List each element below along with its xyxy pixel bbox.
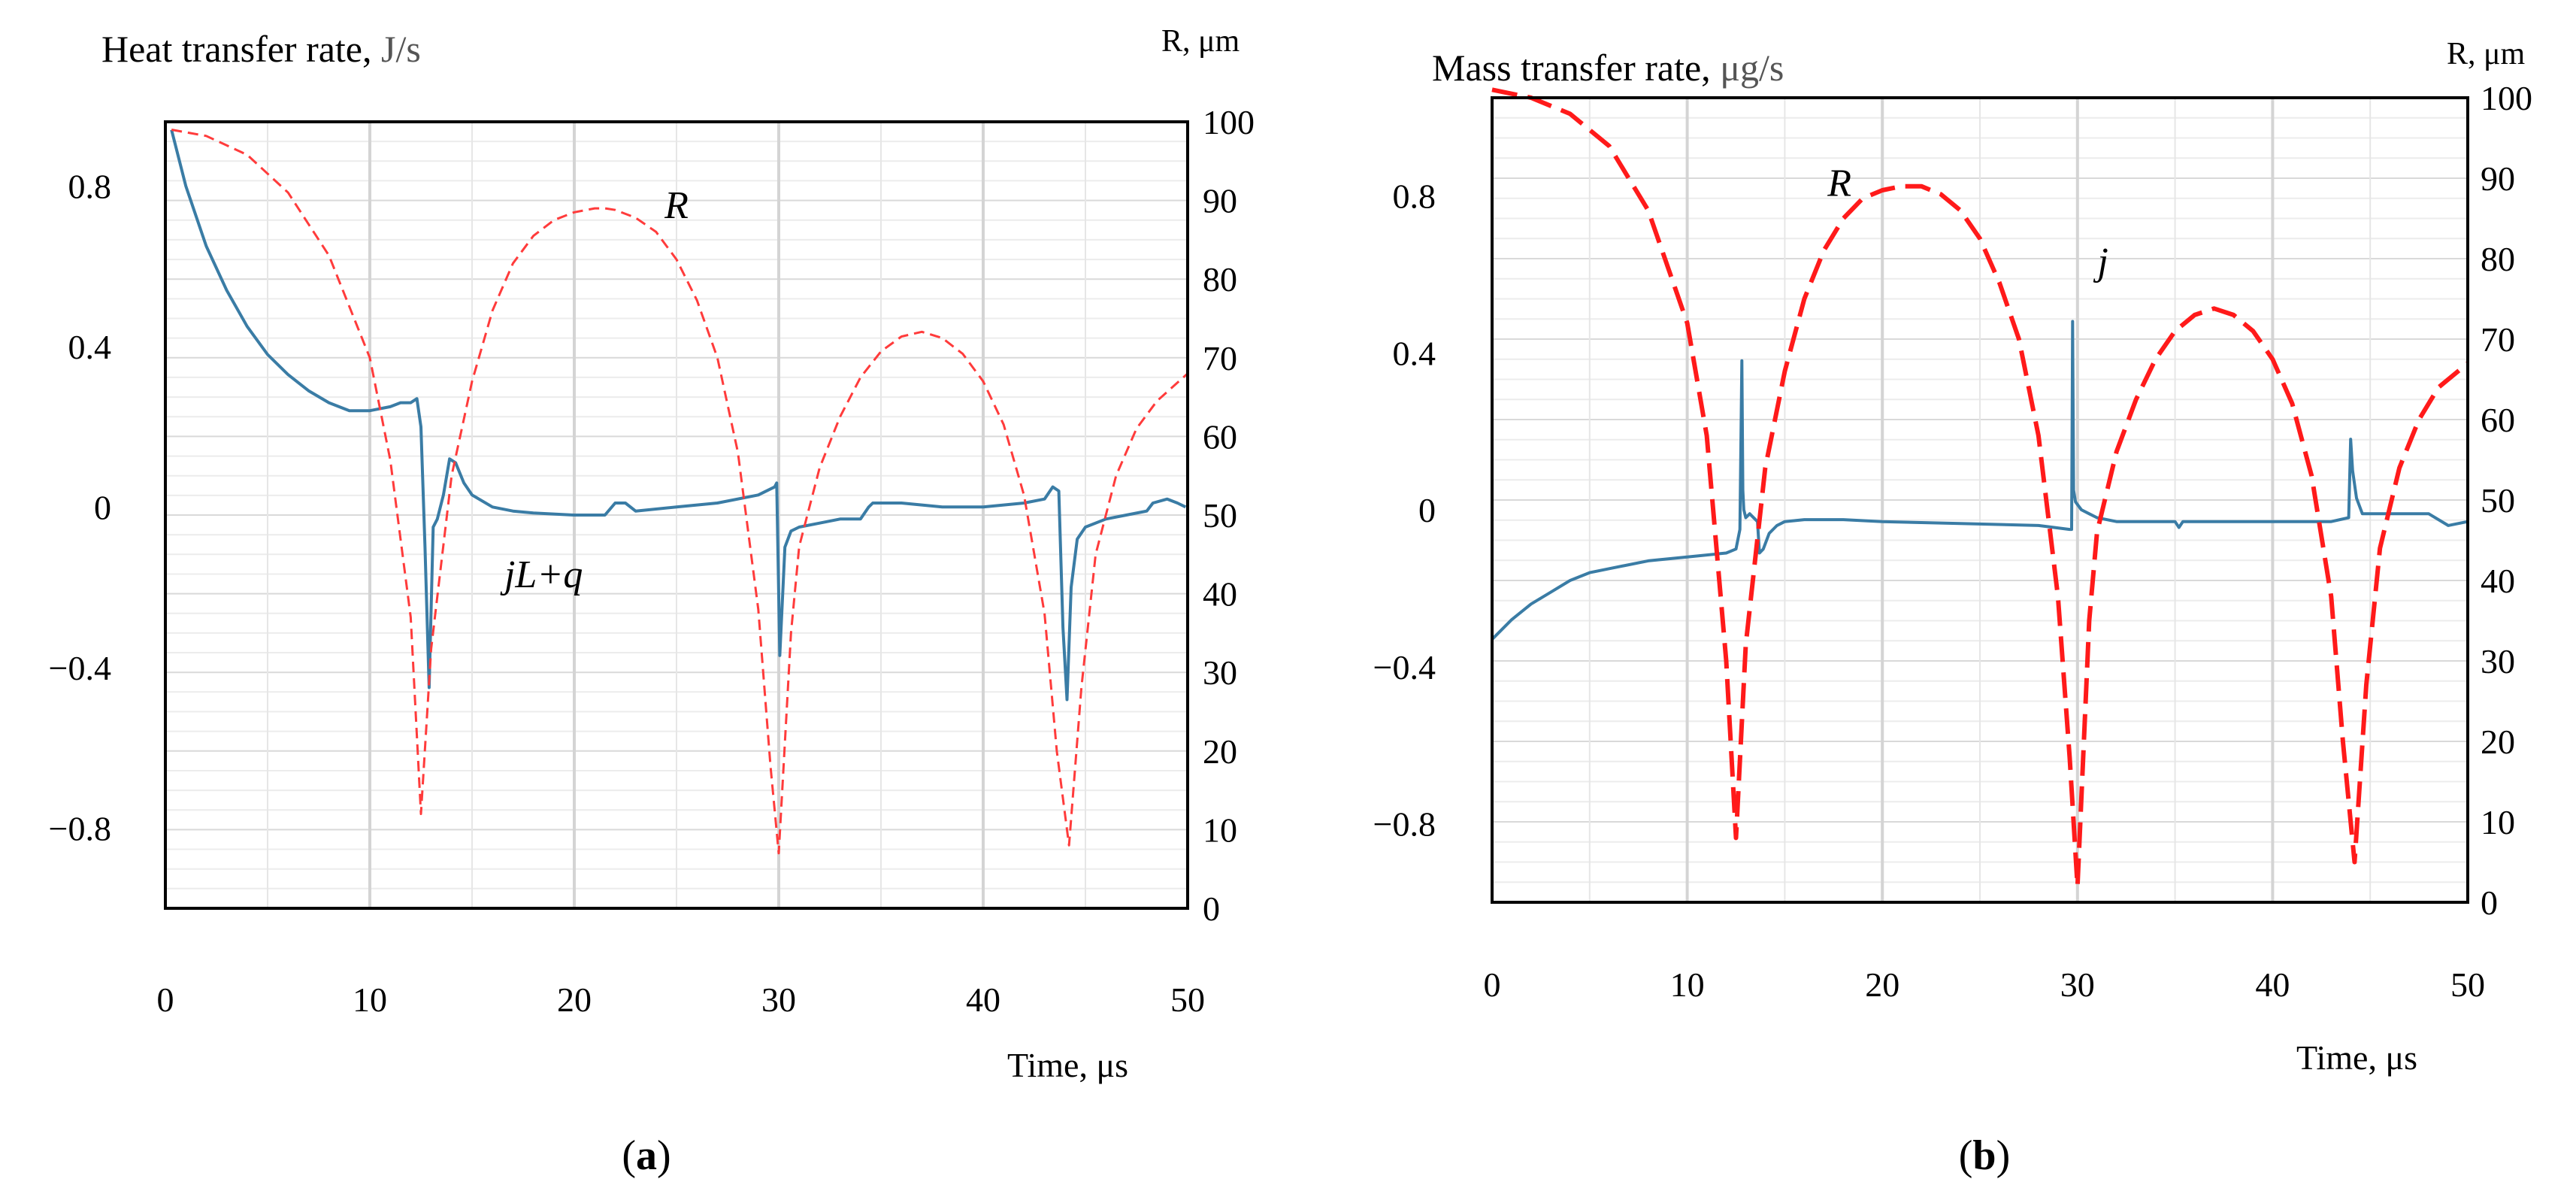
x-tick-label: 50 <box>1170 980 1205 1019</box>
y2-tick-label: 90 <box>2481 159 2515 198</box>
x-tick-label: 20 <box>1865 965 1899 1004</box>
y-tick-label: −0.8 <box>1373 805 1436 844</box>
y2-tick-label: 90 <box>1203 182 1237 220</box>
y2-tick-label: 0 <box>2481 883 2498 922</box>
y-tick-label: 0.4 <box>68 328 112 366</box>
annotation-label: R <box>664 184 689 227</box>
series-line-jl-q <box>170 129 1187 702</box>
y2-tick-label: 80 <box>1203 260 1237 299</box>
y-tick-label: 0.4 <box>1393 334 1436 372</box>
y2-tick-label: 60 <box>1203 417 1237 456</box>
y2-tick-label: 70 <box>1203 339 1237 377</box>
plot-frame <box>1491 96 2469 904</box>
annotation-label: R <box>1827 162 1851 205</box>
right-axis-label: R, μm <box>1161 24 1240 59</box>
annotation-label: j <box>2093 241 2108 283</box>
y2-tick-label: 50 <box>2481 481 2515 520</box>
y-tick-label: 0 <box>94 488 111 526</box>
y-tick-label: 0 <box>1418 491 1436 529</box>
y-tick-label: 0.8 <box>68 167 112 205</box>
chart-title: Mass transfer rate, μg/s <box>1432 47 1784 89</box>
y2-tick-label: 10 <box>1203 811 1237 849</box>
panel-label: (b) <box>1959 1132 2010 1179</box>
series-line-r <box>171 129 1189 855</box>
y2-tick-label: 100 <box>2481 79 2532 117</box>
annotation-label: jL+q <box>500 553 583 596</box>
y2-tick-label: 60 <box>2481 401 2515 439</box>
gridlines <box>1492 98 2468 902</box>
x-axis-label: Time, μs <box>2296 1038 2417 1077</box>
y2-tick-label: 70 <box>2481 320 2515 359</box>
y2-tick-label: 20 <box>2481 723 2515 761</box>
x-tick-label: 10 <box>1670 965 1705 1004</box>
y2-tick-label: 40 <box>1203 575 1237 614</box>
y2-tick-label: 30 <box>2481 642 2515 680</box>
y-tick-label: −0.4 <box>1373 648 1436 686</box>
x-tick-label: 0 <box>157 980 174 1019</box>
x-tick-label: 40 <box>2255 965 2290 1004</box>
x-tick-label: 30 <box>761 980 796 1019</box>
y-tick-label: 0.8 <box>1393 177 1436 215</box>
x-tick-label: 40 <box>966 980 1000 1019</box>
y2-tick-label: 20 <box>1203 732 1237 771</box>
gridlines <box>165 122 1188 908</box>
y2-tick-label: 80 <box>2481 240 2515 278</box>
chart-b: 0 10 20 30 40 50 0.8 0.4 0 −0.4 −0.8 0 10 20 30 40 50 60 7… <box>1373 37 2532 1179</box>
series-line-r <box>1491 87 2469 889</box>
y-tick-label: −0.8 <box>49 809 111 847</box>
chart-a: 0 10 20 30 40 50 0.8 0.4 0 −0.4 −0.8 0 10 20 30 40 50 60 7… <box>49 24 1255 1179</box>
y2-tick-label: 50 <box>1203 496 1237 535</box>
x-tick-label: 50 <box>2450 965 2485 1004</box>
y2-tick-label: 10 <box>2481 803 2515 841</box>
x-tick-label: 0 <box>1484 965 1501 1004</box>
x-axis-label: Time, μs <box>1007 1046 1128 1084</box>
y2-tick-label: 0 <box>1203 889 1220 928</box>
y-tick-label: −0.4 <box>49 649 111 687</box>
chart-title: Heat transfer rate, J/s <box>101 28 421 70</box>
x-tick-label: 20 <box>557 980 592 1019</box>
y2-tick-label: 30 <box>1203 653 1237 692</box>
series-line-j <box>1491 320 2469 641</box>
right-axis-label: R, μm <box>2447 37 2526 71</box>
y2-tick-label: 100 <box>1203 103 1255 141</box>
y2-tick-label: 40 <box>2481 562 2515 600</box>
panel-label: (a) <box>622 1132 670 1179</box>
plot-frame <box>164 120 1189 910</box>
x-tick-label: 10 <box>353 980 387 1019</box>
x-tick-label: 30 <box>2060 965 2095 1004</box>
